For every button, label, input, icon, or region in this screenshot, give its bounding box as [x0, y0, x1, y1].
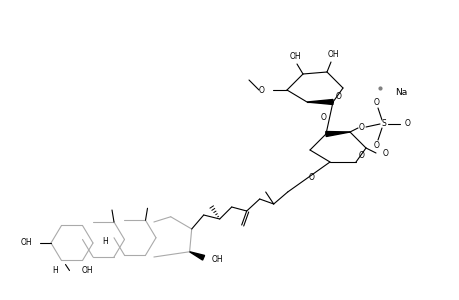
Text: O: O — [404, 119, 410, 128]
Text: O: O — [373, 142, 379, 151]
Text: O: O — [336, 92, 341, 100]
Polygon shape — [189, 252, 204, 260]
Polygon shape — [325, 131, 349, 136]
Text: O: O — [373, 98, 379, 106]
Polygon shape — [306, 100, 332, 104]
Text: OH: OH — [81, 266, 93, 275]
Text: OH: OH — [326, 50, 338, 58]
Text: O: O — [320, 113, 326, 122]
Text: H: H — [52, 266, 58, 275]
Text: S: S — [381, 119, 386, 128]
Text: Na: Na — [394, 88, 406, 97]
Text: O: O — [358, 122, 364, 131]
Text: O: O — [258, 85, 264, 94]
Text: OH: OH — [211, 255, 223, 264]
Text: O: O — [308, 172, 314, 182]
Text: OH: OH — [289, 52, 300, 61]
Text: O: O — [358, 152, 364, 160]
Text: OH: OH — [20, 238, 32, 247]
Text: O: O — [382, 149, 388, 158]
Text: H: H — [102, 237, 108, 246]
